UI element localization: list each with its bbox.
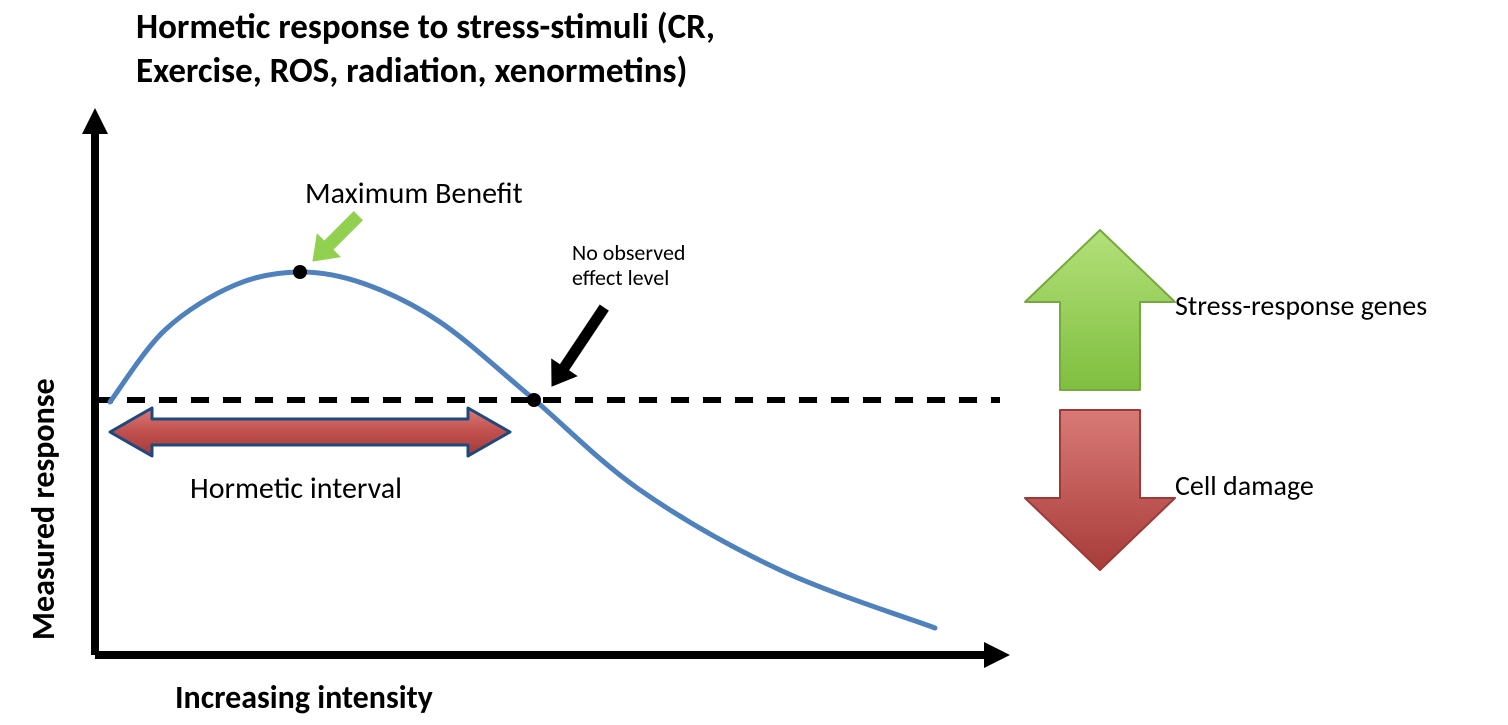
threshold-point <box>527 393 541 407</box>
diagram-container: Hormetic response to stress-stimuli (CR,… <box>0 0 1508 725</box>
chart-svg <box>0 0 1508 725</box>
x-axis <box>95 642 1010 668</box>
hormetic-interval-arrow <box>110 408 510 456</box>
up-arrow-icon <box>1025 230 1175 390</box>
max-benefit-arrow <box>313 212 362 261</box>
down-arrow-icon <box>1025 410 1175 570</box>
noel-arrow <box>552 305 608 386</box>
peak-point <box>293 265 307 279</box>
y-axis <box>82 108 108 655</box>
response-curve <box>110 272 935 628</box>
